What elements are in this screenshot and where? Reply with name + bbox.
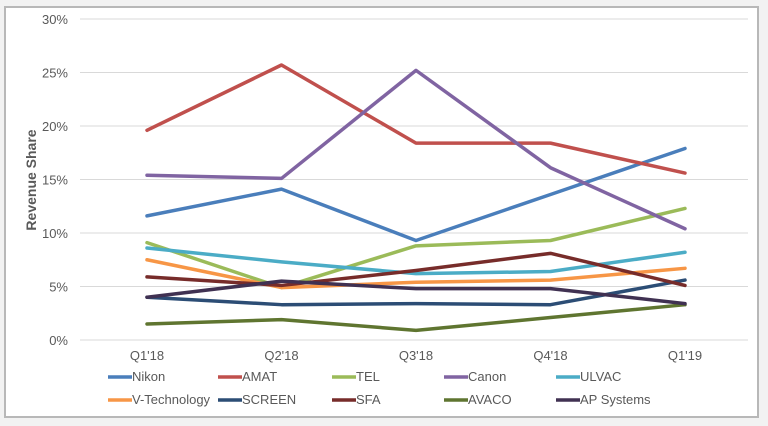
legend-item-ap-systems: AP Systems xyxy=(556,392,651,407)
legend-item-amat: AMAT xyxy=(218,369,277,384)
legend-item-sfa: SFA xyxy=(332,392,381,407)
legend-label: SCREEN xyxy=(242,392,296,407)
y-tick-label: 0% xyxy=(49,333,68,348)
chart-frame xyxy=(4,6,759,418)
legend-item-screen: SCREEN xyxy=(218,392,296,407)
series-line-screen xyxy=(145,278,687,307)
legend-label: ULVAC xyxy=(580,369,621,384)
legend-item-canon: Canon xyxy=(444,369,506,384)
legend-label: AVACO xyxy=(468,392,512,407)
series-line-canon xyxy=(145,68,687,231)
y-tick-label: 5% xyxy=(49,280,68,295)
series-line-v-technology xyxy=(145,258,687,290)
legend-label: V-Technology xyxy=(132,392,211,407)
x-tick-label: Q2'18 xyxy=(264,348,298,363)
legend-label: AMAT xyxy=(242,369,277,384)
series-line-ap-systems xyxy=(145,279,687,306)
y-tick-label: 25% xyxy=(42,66,68,81)
x-tick-label: Q4'18 xyxy=(533,348,567,363)
legend: Nikon AMAT TEL Canon ULVAC V-Technology SCREEN… xyxy=(108,369,651,407)
legend-label: AP Systems xyxy=(580,392,651,407)
series-lines xyxy=(145,63,687,333)
y-tick-label: 10% xyxy=(42,226,68,241)
x-tick-label: Q1'19 xyxy=(668,348,702,363)
y-tick-label: 20% xyxy=(42,119,68,134)
x-tick-label: Q1'18 xyxy=(130,348,164,363)
y-tick-label: 30% xyxy=(42,12,68,27)
series-line-nikon xyxy=(145,146,687,243)
legend-label: TEL xyxy=(356,369,380,384)
legend-item-avaco: AVACO xyxy=(444,392,512,407)
series-line-avaco xyxy=(145,302,687,333)
legend-label: SFA xyxy=(356,392,381,407)
legend-item-v-technology: V-Technology xyxy=(108,392,211,407)
legend-item-ulvac: ULVAC xyxy=(556,369,621,384)
x-axis-ticks: Q1'18 Q2'18 Q3'18 Q4'18 Q1'19 xyxy=(130,348,702,363)
legend-label: Nikon xyxy=(132,369,165,384)
legend-label: Canon xyxy=(468,369,506,384)
y-axis-ticks: 0% 5% 10% 15% 20% 25% 30% xyxy=(42,12,68,348)
x-tick-label: Q3'18 xyxy=(399,348,433,363)
series-line-tel xyxy=(145,206,687,290)
y-axis-label: Revenue Share xyxy=(23,129,39,230)
series-line-amat xyxy=(145,63,687,175)
y-tick-label: 15% xyxy=(42,173,68,188)
series-line-sfa xyxy=(145,251,687,288)
legend-item-tel: TEL xyxy=(332,369,380,384)
legend-item-nikon: Nikon xyxy=(108,369,165,384)
